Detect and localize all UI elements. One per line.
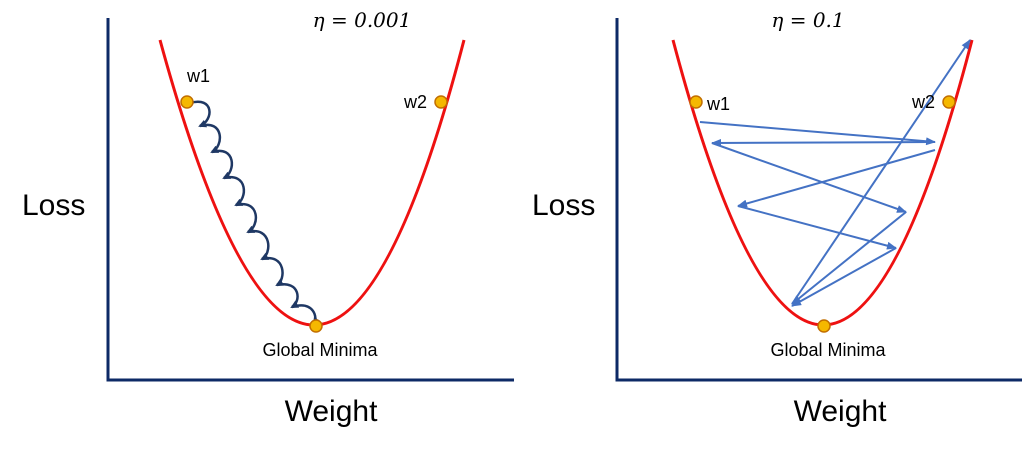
- w1-point-left: [180, 95, 194, 109]
- step-arrow: [737, 149, 936, 208]
- step-arrow: [791, 39, 971, 305]
- step-arrow: [699, 121, 936, 146]
- w2-label-right: w2: [911, 92, 935, 112]
- x-axis-label-left: Weight: [285, 395, 378, 428]
- step-arrow: [223, 175, 246, 207]
- w1-label-right: w1: [706, 94, 730, 114]
- panel-large-learning-rate: η = 0.1 w1 w2 Global Minima Loss Weight: [532, 8, 1022, 428]
- w2-label-left: w2: [403, 92, 427, 112]
- y-axis-label-left: Loss: [22, 189, 85, 222]
- w2-point-right: [942, 95, 956, 109]
- x-axis-label-right: Weight: [794, 395, 887, 428]
- step-arrow: [247, 229, 270, 261]
- step-arrow: [711, 142, 907, 213]
- step-arrow: [261, 256, 285, 287]
- step-arrow: [791, 211, 907, 305]
- panel-small-learning-rate: η = 0.001 w1 w2 Global Minima Loss Weigh…: [22, 8, 514, 428]
- eta-label-right: η = 0.1: [771, 8, 844, 32]
- minimum-point-left: [309, 319, 323, 333]
- step-arrow: [235, 202, 258, 234]
- axes-left: [106, 18, 514, 382]
- step-arrow: [189, 100, 211, 128]
- w1-label-left: w1: [186, 66, 210, 86]
- small-step-arrows: [189, 100, 321, 326]
- global-minima-label-left: Global Minima: [262, 340, 378, 360]
- w2-point-left: [434, 95, 448, 109]
- step-arrow: [737, 205, 897, 250]
- axes-right: [615, 18, 1022, 382]
- large-step-arrows: [699, 39, 971, 307]
- global-minima-label-right: Global Minima: [770, 340, 886, 360]
- eta-label-left: η = 0.001: [313, 8, 412, 32]
- step-arrow: [711, 138, 936, 147]
- step-arrow: [211, 149, 234, 180]
- step-arrow: [791, 247, 897, 307]
- step-arrow: [199, 123, 222, 154]
- w1-point-right: [689, 95, 703, 109]
- minimum-point-right: [817, 319, 831, 333]
- step-arrow: [276, 283, 300, 309]
- y-axis-label-right: Loss: [532, 189, 595, 222]
